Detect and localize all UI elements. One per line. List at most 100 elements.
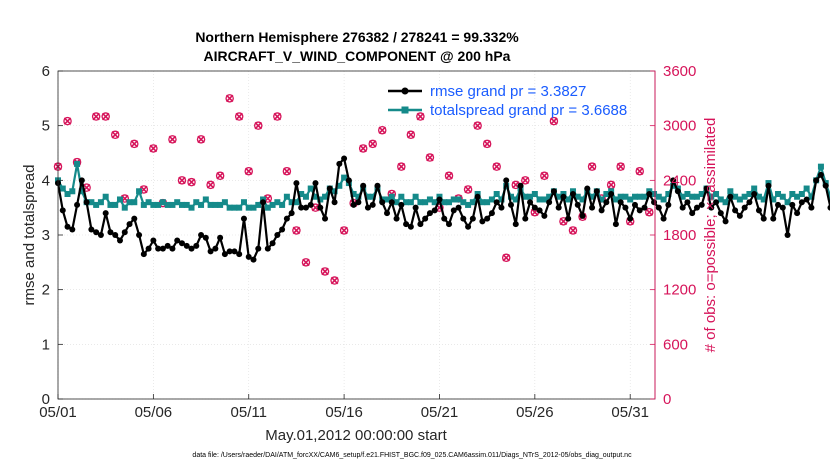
- obs-possible-marker: [206, 180, 215, 190]
- y-tick-label-right: 600: [663, 336, 688, 353]
- obs-count-point: [273, 112, 282, 121]
- obs-assimilated-marker: [473, 121, 482, 130]
- obs-count-point: [444, 171, 454, 181]
- obs-possible-marker: [444, 171, 454, 181]
- data-point-totalspread: [412, 193, 419, 200]
- obs-count-point: [492, 162, 501, 171]
- obs-possible-marker: [540, 171, 549, 181]
- obs-possible-marker: [368, 139, 377, 149]
- obs-assimilated-marker: [330, 276, 339, 285]
- obs-possible-marker: [149, 144, 158, 153]
- data-point-rmse: [703, 185, 710, 192]
- data-point-totalspread: [531, 191, 538, 197]
- data-point-totalspread: [460, 199, 467, 206]
- data-point-rmse: [593, 188, 600, 195]
- obs-assimilated-marker: [407, 131, 415, 139]
- data-point-rmse: [770, 215, 777, 222]
- obs-possible-marker: [616, 162, 625, 171]
- data-point-rmse: [727, 193, 734, 200]
- data-point-totalspread: [155, 201, 162, 208]
- data-point-rmse: [426, 210, 433, 217]
- data-point-rmse: [188, 245, 195, 252]
- obs-count-point: [130, 139, 139, 149]
- data-point-totalspread: [488, 196, 495, 203]
- data-point-totalspread: [274, 199, 281, 206]
- data-point-totalspread: [93, 201, 100, 208]
- data-point-rmse: [102, 210, 109, 217]
- data-point-rmse: [488, 210, 495, 217]
- data-point-rmse: [536, 207, 543, 214]
- data-point-rmse: [69, 226, 76, 233]
- obs-count-point: [377, 125, 387, 135]
- data-point-rmse: [765, 182, 772, 189]
- data-point-rmse: [722, 218, 729, 225]
- obs-assimilated-marker: [340, 226, 348, 235]
- legend-label-rmse: rmse grand pr = 3.3827: [430, 83, 586, 100]
- data-point-rmse: [660, 215, 667, 222]
- data-point-totalspread: [817, 163, 824, 170]
- data-point-rmse: [93, 229, 100, 236]
- data-point-rmse: [412, 204, 419, 211]
- y-tick-label-left: 2: [42, 282, 50, 299]
- x-tick-label: 05/06: [135, 404, 173, 421]
- data-point-rmse: [302, 204, 309, 211]
- obs-possible-marker: [482, 139, 492, 149]
- data-point-totalspread: [741, 193, 748, 200]
- obs-possible-marker: [549, 116, 559, 126]
- data-point-rmse: [59, 207, 66, 214]
- data-point-totalspread: [708, 193, 715, 200]
- data-point-totalspread: [403, 199, 410, 206]
- data-point-totalspread: [159, 199, 166, 206]
- obs-count-point: [196, 135, 206, 144]
- data-point-totalspread: [102, 193, 109, 200]
- obs-count-point: [206, 180, 215, 190]
- obs-count-point: [501, 253, 511, 263]
- data-point-totalspread: [183, 201, 190, 208]
- data-point-rmse: [655, 204, 662, 211]
- data-point-totalspread: [732, 193, 739, 200]
- y-tick-label-left: 1: [42, 336, 50, 353]
- obs-possible-marker: [416, 112, 425, 121]
- obs-count-point: [635, 166, 644, 176]
- data-point-totalspread: [713, 191, 720, 197]
- obs-count-point: [587, 162, 597, 171]
- obs-assimilated-marker: [502, 254, 510, 262]
- data-point-totalspread: [794, 193, 801, 200]
- data-point-totalspread: [808, 193, 815, 200]
- data-point-rmse: [736, 212, 743, 219]
- obs-assimilated-marker: [464, 185, 472, 194]
- data-point-rmse: [369, 201, 376, 208]
- obs-assimilated-marker: [416, 112, 425, 121]
- obs-count-point: [149, 144, 158, 153]
- x-tick-label: 05/26: [516, 404, 554, 421]
- obs-assimilated-marker: [63, 117, 72, 125]
- data-point-rmse: [503, 177, 510, 184]
- data-point-totalspread: [546, 193, 553, 200]
- y-tick-label-left: 0: [42, 391, 50, 408]
- data-point-rmse: [817, 171, 824, 178]
- data-point-rmse: [298, 204, 305, 211]
- data-point-totalspread: [565, 196, 572, 203]
- data-point-rmse: [293, 180, 300, 187]
- data-point-rmse: [446, 221, 453, 228]
- obs-possible-marker: [168, 135, 177, 144]
- obs-possible-marker: [397, 162, 406, 171]
- data-point-rmse: [136, 232, 143, 238]
- y-tick-label-right: 2400: [663, 172, 696, 189]
- data-point-totalspread: [660, 196, 667, 203]
- obs-assimilated-marker: [235, 112, 243, 121]
- data-point-rmse: [751, 191, 758, 197]
- data-point-totalspread: [426, 196, 433, 203]
- data-point-rmse: [808, 204, 815, 211]
- obs-possible-marker: [339, 226, 349, 235]
- data-point-rmse: [550, 188, 557, 195]
- data-point-rmse: [360, 182, 367, 189]
- y-tick-label-left: 3: [42, 227, 50, 244]
- data-point-rmse: [760, 215, 767, 222]
- data-point-rmse: [107, 229, 114, 236]
- data-point-rmse: [145, 245, 152, 252]
- axis-ticks: 05/01 05/06 05/11 05/16 05/21 05/26 05/31 0 1 2 3 4…: [39, 63, 696, 421]
- obs-count-point: [91, 112, 101, 121]
- data-point-rmse: [689, 210, 696, 217]
- data-point-totalspread: [507, 193, 514, 200]
